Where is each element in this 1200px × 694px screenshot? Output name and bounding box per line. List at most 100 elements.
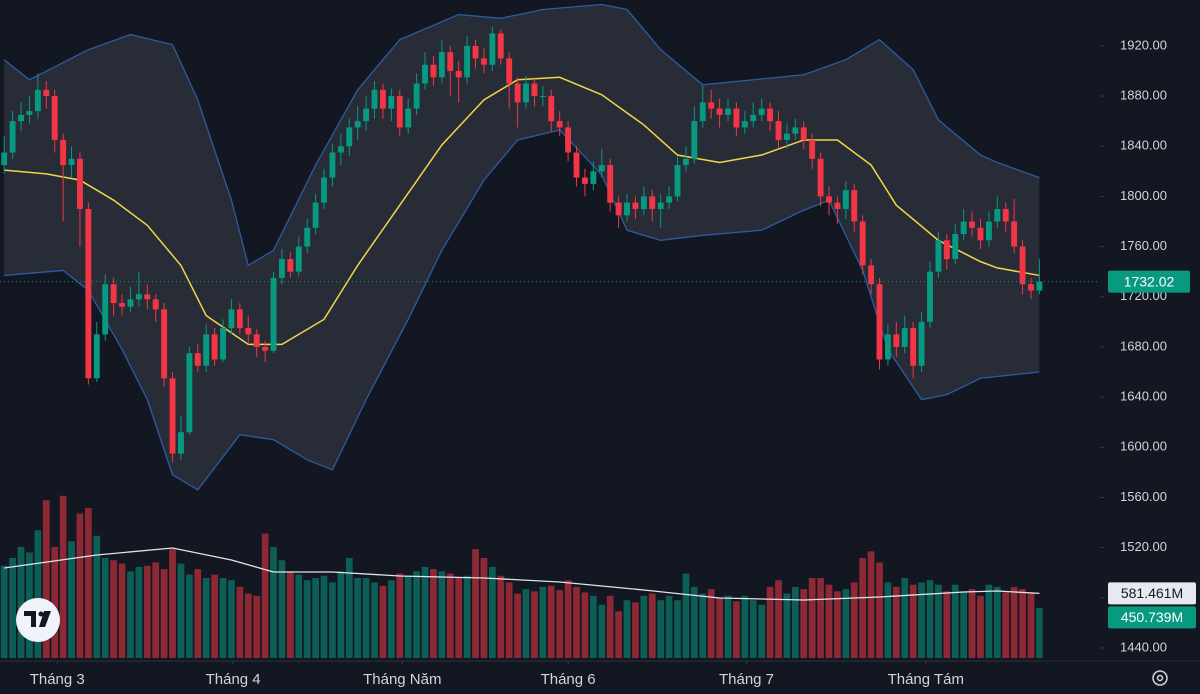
- settings-core[interactable]: [1156, 674, 1164, 682]
- y-tick-label: 1680.00: [1120, 338, 1167, 353]
- candle-body: [287, 259, 294, 272]
- candle-body: [43, 89, 50, 97]
- volume-bar: [261, 533, 269, 658]
- volume-bar: [960, 591, 968, 658]
- volume-bar: [783, 593, 791, 658]
- volume-bar: [110, 560, 117, 658]
- price-axis-bg: [1100, 0, 1200, 694]
- candle-body: [312, 202, 319, 228]
- candle-body: [918, 321, 925, 366]
- volume-bar: [85, 508, 92, 658]
- volume-bar: [143, 565, 151, 658]
- candle-body: [548, 96, 555, 122]
- candle-body: [144, 294, 151, 300]
- candle-body: [817, 158, 824, 197]
- candle-body: [253, 334, 260, 347]
- candle-body: [539, 96, 546, 98]
- volume-bar: [825, 584, 833, 658]
- volume-bar: [943, 591, 951, 658]
- volume-bar: [430, 569, 437, 658]
- volume-bar: [413, 571, 420, 658]
- volume-bar: [295, 574, 303, 658]
- volume-bar: [623, 600, 631, 658]
- last-price-label: 1732.02: [1124, 273, 1175, 289]
- volume-bar: [244, 593, 252, 658]
- candle-body: [657, 202, 664, 209]
- volume-bar: [387, 580, 395, 658]
- candle-body: [438, 52, 445, 78]
- candle-body: [1019, 246, 1026, 285]
- candle-body: [119, 303, 125, 307]
- volume-bar: [901, 578, 909, 658]
- volume-bar: [455, 578, 463, 658]
- volume-bar: [598, 604, 606, 658]
- candle-body: [666, 196, 673, 203]
- y-tick-label: 1520.00: [1120, 539, 1167, 554]
- candle-body: [935, 240, 942, 272]
- volume-bar: [615, 611, 622, 658]
- volume-bar: [354, 578, 362, 658]
- candle-body: [455, 70, 462, 78]
- volume-bar: [59, 495, 67, 658]
- candle-body: [110, 284, 117, 304]
- volume-bar: [775, 580, 782, 658]
- candle-body: [85, 208, 92, 379]
- candle-body: [413, 83, 420, 109]
- settings-gear[interactable]: [1152, 670, 1168, 686]
- candle-body: [135, 294, 142, 300]
- volume-bar: [884, 582, 892, 658]
- band-upper-line: [3, 3, 1040, 267]
- volume-bar: [51, 546, 59, 658]
- candle-body: [1036, 281, 1043, 291]
- volume-bar: [135, 566, 143, 658]
- volume-bar: [421, 566, 429, 658]
- candle-body: [842, 190, 849, 209]
- volume-bar: [42, 500, 50, 658]
- volume-bar: [303, 580, 311, 658]
- volume-bar: [177, 563, 185, 658]
- candle-body: [590, 171, 597, 184]
- candle-body: [624, 202, 630, 216]
- x-tick-label: Tháng Tám: [888, 671, 964, 688]
- volume-bar: [909, 584, 917, 658]
- price-layer: [0, 3, 1100, 491]
- candle-body: [186, 353, 193, 433]
- candle-body: [34, 89, 41, 112]
- volume-bar: [817, 578, 824, 658]
- candle-body: [161, 309, 168, 379]
- volume-bar: [556, 590, 564, 658]
- volume-bar: [505, 582, 513, 658]
- candle-body: [245, 328, 252, 335]
- candle-body: [876, 284, 883, 360]
- volume-bar: [396, 573, 404, 658]
- candle-body: [270, 277, 277, 351]
- y-tick-label: 1440.00: [1120, 639, 1167, 654]
- volume-bar: [749, 600, 757, 658]
- volume-bar: [76, 513, 84, 658]
- volume-bar: [497, 575, 505, 658]
- volume-bar: [665, 595, 673, 658]
- candle-body: [363, 108, 370, 122]
- candle-body: [304, 227, 311, 247]
- volume-bar: [329, 582, 336, 658]
- candle-body: [969, 221, 976, 228]
- volume-bar: [531, 591, 538, 658]
- candle-body: [615, 202, 622, 216]
- candle-body: [565, 127, 572, 153]
- volume-bar: [791, 586, 799, 658]
- settings-icon[interactable]: [1152, 670, 1168, 686]
- logo-dot: [38, 611, 44, 617]
- volume-bar: [606, 595, 614, 658]
- candle-body: [447, 52, 454, 71]
- candle-body: [321, 177, 327, 203]
- volume-bar: [228, 580, 235, 658]
- volume-bar: [589, 595, 597, 658]
- candle-body: [1002, 208, 1009, 222]
- volume-bar: [211, 574, 218, 658]
- candle-body: [371, 89, 378, 109]
- volume-ma-box: [1108, 582, 1196, 605]
- volume-bar: [379, 585, 387, 658]
- candle-body: [18, 114, 24, 122]
